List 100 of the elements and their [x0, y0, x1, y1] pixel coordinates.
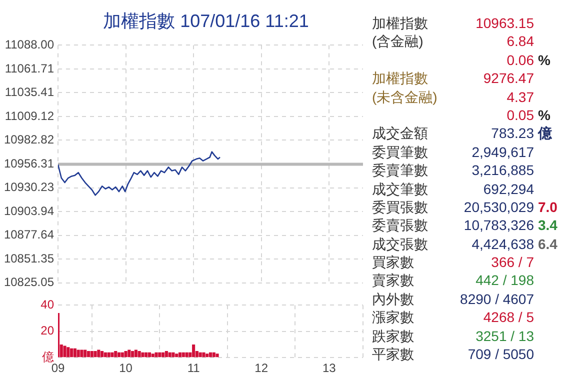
- text: 加權指數: [372, 70, 428, 86]
- text: 賣家數: [372, 272, 414, 288]
- bar: [192, 344, 196, 358]
- text: 4268 / 5: [483, 309, 534, 326]
- bar: [168, 352, 172, 358]
- text: 買家數: [372, 254, 414, 270]
- bar: [94, 351, 97, 358]
- text: 4.37: [506, 88, 534, 105]
- chart-title: 加權指數 107/01/16 11:21: [102, 10, 310, 33]
- text: 成交筆數: [372, 180, 428, 197]
- y-tick-label: 11088.00: [4, 38, 54, 52]
- bar: [134, 350, 138, 358]
- bar: [138, 351, 141, 358]
- bar: [151, 354, 154, 358]
- text: %: [538, 52, 550, 68]
- text: (含金融): [372, 33, 424, 50]
- text: 億: [538, 125, 552, 142]
- bar: [164, 351, 168, 358]
- text: 漲家數: [372, 309, 414, 326]
- text: 692,294: [483, 180, 534, 197]
- bar: [110, 352, 114, 358]
- bar: [141, 352, 144, 358]
- text: 8290 / 4607: [460, 290, 534, 307]
- bar: [178, 352, 182, 358]
- y-tick-label: 40: [40, 298, 54, 312]
- x-tick-label: 10: [119, 361, 133, 376]
- y-tick-label: 11035.41: [4, 85, 54, 100]
- y-tick-label: 10930.23: [4, 180, 54, 194]
- y-tick-label: 10877.64: [4, 228, 54, 242]
- bar: [208, 352, 212, 358]
- bar: [158, 352, 162, 358]
- bar: [80, 350, 84, 358]
- text: 0.05: [506, 106, 534, 123]
- text: 成交張數: [372, 236, 428, 252]
- text: 成交金額: [372, 125, 428, 142]
- y-tick-label: 10982.82: [4, 132, 54, 147]
- bar: [216, 354, 219, 358]
- text: 平家數: [372, 346, 414, 362]
- text: 委賣張數: [372, 217, 428, 234]
- text: 20,530,029: [464, 198, 534, 215]
- bar: [185, 352, 188, 358]
- text: 9276.47: [483, 70, 534, 86]
- bar: [198, 352, 202, 358]
- text: 跌家數: [372, 328, 414, 344]
- bar: [76, 350, 80, 358]
- bar: [117, 352, 121, 358]
- text: 4,424,638: [472, 236, 534, 252]
- text: 內外數: [372, 290, 414, 307]
- bar: [131, 351, 134, 358]
- bar: [162, 352, 165, 358]
- bar: [154, 352, 158, 358]
- bar: [124, 351, 128, 358]
- bar: [172, 352, 175, 358]
- text: 3251 / 13: [476, 328, 534, 344]
- text: 委賣筆數: [372, 162, 428, 178]
- text: 783.23: [491, 125, 534, 142]
- text: (未含金融): [372, 88, 438, 105]
- text: 委買筆數: [372, 144, 428, 160]
- bar: [73, 348, 76, 358]
- text: 0.06: [506, 52, 534, 68]
- bar: [206, 354, 209, 358]
- text: 442 / 198: [476, 272, 534, 288]
- text: 委買張數: [372, 198, 428, 215]
- text: 加權指數: [372, 15, 428, 31]
- bar: [120, 352, 124, 358]
- bar: [63, 346, 66, 358]
- bar: [100, 351, 104, 358]
- bar: [70, 348, 74, 358]
- bar: [182, 352, 185, 358]
- text: 10,783,326: [464, 217, 534, 234]
- bar: [84, 350, 87, 358]
- bar: [114, 351, 118, 358]
- bar: [97, 350, 100, 358]
- bar: [66, 347, 70, 358]
- text: 3.4: [538, 217, 558, 234]
- text: 2,949,617: [472, 144, 534, 160]
- y-tick-label: 10956.31: [4, 156, 54, 171]
- bar: [128, 350, 131, 358]
- bar: [175, 354, 178, 358]
- y-tick-label: 億: [42, 350, 54, 364]
- bar: [148, 352, 152, 358]
- x-tick-label: 09: [51, 361, 65, 376]
- text: 3,216,885: [472, 162, 534, 178]
- y-tick-label: 10851.35: [4, 251, 54, 266]
- text: %: [538, 106, 550, 123]
- y-tick-label: 11061.71: [4, 61, 54, 76]
- text: 709 / 5050: [468, 346, 534, 362]
- y-tick-label: 10903.94: [4, 204, 54, 218]
- text: 6.4: [538, 236, 558, 252]
- y-tick-label: 10825.05: [4, 275, 54, 290]
- bar: [104, 352, 107, 358]
- y-tick-label: 11009.12: [4, 108, 54, 123]
- bar: [90, 351, 94, 358]
- text: 7.0: [538, 198, 558, 215]
- x-tick-label: 11: [187, 361, 200, 376]
- bar: [202, 352, 206, 358]
- bar: [144, 352, 148, 358]
- text: 10963.15: [476, 15, 534, 31]
- bar: [212, 352, 216, 358]
- bar: [86, 351, 90, 358]
